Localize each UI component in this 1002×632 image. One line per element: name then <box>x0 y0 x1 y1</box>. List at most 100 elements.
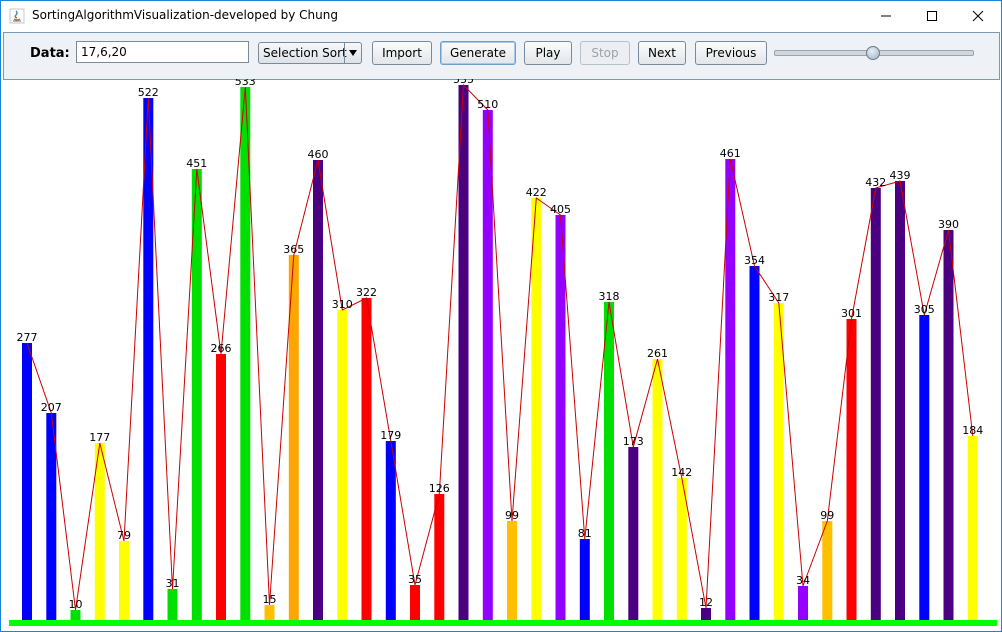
chevron-down-icon <box>344 43 361 63</box>
bar-value-label: 177 <box>89 431 110 444</box>
bar-value-label: 354 <box>744 254 765 267</box>
data-label: Data: <box>30 46 70 61</box>
speed-slider-thumb[interactable] <box>866 46 880 60</box>
minimize-icon <box>881 15 891 17</box>
bar-value-label: 451 <box>186 157 207 170</box>
bar-8 <box>216 354 226 620</box>
bar-13 <box>337 310 348 620</box>
data-input[interactable] <box>76 41 249 63</box>
bar-12 <box>313 160 323 620</box>
play-button[interactable]: Play <box>524 41 572 65</box>
bar-value-label: 35 <box>408 573 422 586</box>
bar-32 <box>798 586 808 620</box>
bar-9 <box>240 87 251 620</box>
control-toolbar: Data: Selection Sort Import Generate Pla… <box>3 32 1000 80</box>
bar-2 <box>70 610 81 620</box>
generate-button[interactable]: Generate <box>440 41 516 65</box>
bar-value-label: 34 <box>796 574 810 587</box>
bar-15 <box>385 441 396 620</box>
bar-10 <box>264 605 275 620</box>
bar-value-label: 439 <box>890 169 911 182</box>
algorithm-select[interactable]: Selection Sort <box>258 42 362 64</box>
bar-value-label: 317 <box>768 291 789 304</box>
window-title: SortingAlgorithmVisualization-developed … <box>32 8 338 22</box>
maximize-button[interactable] <box>909 1 955 31</box>
bar-value-label: 318 <box>599 290 620 303</box>
bar-36 <box>895 181 905 620</box>
bar-4 <box>119 541 129 620</box>
bar-value-label: 99 <box>505 509 519 522</box>
bar-value-label: 81 <box>578 527 592 540</box>
bar-20 <box>507 521 517 620</box>
title-bar[interactable]: SortingAlgorithmVisualization-developed … <box>1 1 1001 31</box>
bar-11 <box>288 255 299 620</box>
bar-chart: 277 207 10 177 79 522 31 451 266 533 15 365 460 31032… <box>9 79 997 626</box>
connector-line <box>26 83 974 611</box>
bar-value-label: 310 <box>332 298 353 311</box>
bar-1 <box>46 413 57 620</box>
bar-value-label: 422 <box>526 186 547 199</box>
bar-30 <box>749 266 760 620</box>
algorithm-select-value: Selection Sort <box>263 46 347 60</box>
next-button[interactable]: Next <box>638 41 686 65</box>
bar-19 <box>482 110 493 620</box>
bar-value-label: 99 <box>820 509 834 522</box>
bar-value-label: 79 <box>117 529 131 542</box>
bar-18 <box>458 85 469 620</box>
bar-value-label: 522 <box>138 86 159 99</box>
minimize-button[interactable] <box>863 1 909 31</box>
bar-6 <box>167 589 178 620</box>
previous-button[interactable]: Previous <box>695 41 767 65</box>
bar-value-label: 142 <box>671 466 692 479</box>
bar-16 <box>410 585 420 620</box>
bar-value-label: 405 <box>550 203 571 216</box>
bar-29 <box>725 159 736 620</box>
bar-21 <box>531 198 542 620</box>
bar-value-label: 365 <box>283 243 304 256</box>
bar-7 <box>191 169 202 620</box>
bar-14 <box>361 298 372 620</box>
bar-value-label: 126 <box>429 482 450 495</box>
bar-26 <box>652 359 663 620</box>
bar-value-label: 535 <box>453 79 474 86</box>
bar-value-label: 12 <box>699 596 713 609</box>
bar-17 <box>434 494 445 620</box>
bar-34 <box>846 319 857 620</box>
close-icon <box>972 10 984 22</box>
bar-value-label: 322 <box>356 286 377 299</box>
bar-value-label: 432 <box>865 176 886 189</box>
bar-0 <box>22 343 32 620</box>
import-button[interactable]: Import <box>372 41 432 65</box>
bar-25 <box>628 447 639 620</box>
bar-value-label: 184 <box>962 424 983 437</box>
value-labels-group: 277 207 10 177 79 522 31 451 266 533 15 365 460 31032… <box>17 79 984 611</box>
bar-value-label: 15 <box>263 593 277 606</box>
bar-38 <box>943 230 954 620</box>
bar-24 <box>604 302 614 620</box>
bar-value-label: 460 <box>308 148 329 161</box>
chart-baseline <box>9 620 997 626</box>
bar-value-label: 510 <box>477 98 498 111</box>
close-button[interactable] <box>955 1 1001 31</box>
bar-3 <box>94 443 105 620</box>
maximize-icon <box>927 11 937 21</box>
bar-39 <box>967 436 978 620</box>
bar-value-label: 533 <box>235 79 256 88</box>
bar-value-label: 301 <box>841 307 862 320</box>
bar-27 <box>676 478 687 620</box>
bar-5 <box>143 98 154 620</box>
bar-value-label: 10 <box>69 598 83 611</box>
bar-37 <box>919 315 930 620</box>
bar-28 <box>701 608 711 620</box>
bar-value-label: 390 <box>938 218 959 231</box>
stop-button: Stop <box>580 41 630 65</box>
bar-value-label: 207 <box>41 401 62 414</box>
bar-31 <box>773 303 784 620</box>
bar-value-label: 266 <box>211 342 232 355</box>
bar-23 <box>579 539 590 620</box>
bar-value-label: 173 <box>623 435 644 448</box>
bar-value-label: 31 <box>166 577 180 590</box>
bars-group <box>22 85 978 620</box>
bar-value-label: 305 <box>914 303 935 316</box>
